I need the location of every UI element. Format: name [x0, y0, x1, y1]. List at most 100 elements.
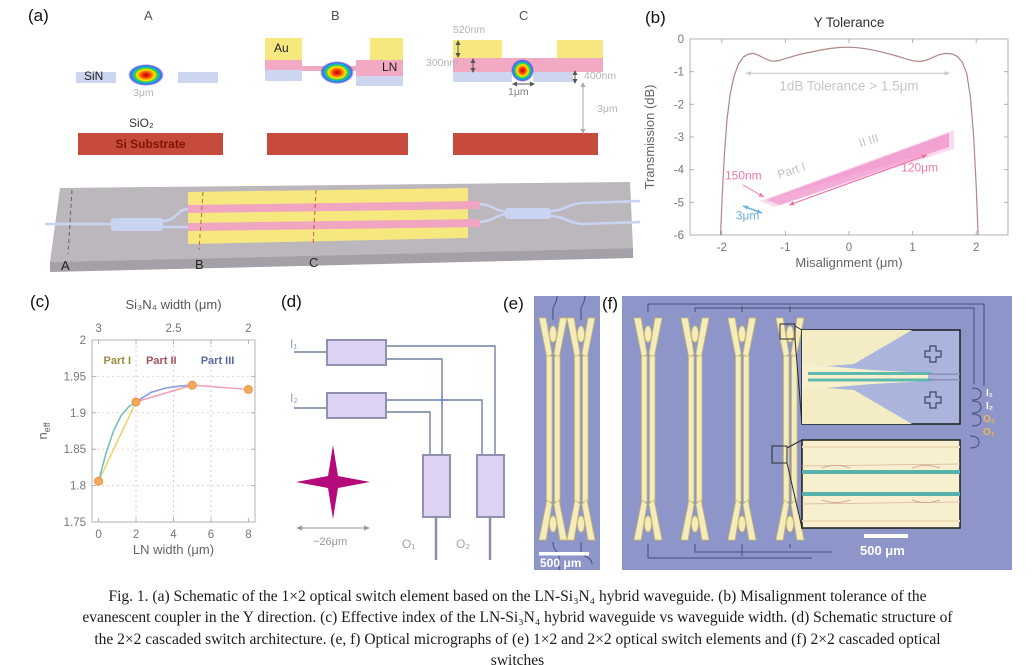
y-tick-label: -4	[674, 165, 685, 177]
panel-a-label: (a)	[28, 6, 49, 25]
cut-line-a	[67, 189, 73, 255]
chart-title: Y Tolerance	[814, 15, 885, 30]
x-tick-label: 2	[973, 242, 979, 254]
y-tick-label: -6	[674, 230, 684, 242]
ln-layer	[265, 60, 302, 70]
ridge-width-dim: 1μm	[508, 86, 529, 98]
cut-label-b: B	[195, 257, 204, 272]
input-mmi	[111, 218, 163, 231]
y-tick-label: 1.9	[70, 408, 86, 420]
inset-annotation: II III	[857, 131, 880, 150]
x-tick-label: -1	[780, 242, 790, 254]
au-electrode	[265, 38, 302, 60]
inset-coupler-closeup	[801, 329, 961, 425]
output-combiner-1	[422, 454, 451, 518]
si-substrate-label: Si Substrate	[115, 137, 186, 151]
mode-width-dim: 3μm	[133, 87, 154, 99]
series-part1-straight	[97, 401, 137, 482]
routing-waveguides	[647, 303, 985, 559]
sin-strip	[76, 72, 116, 83]
top-tick-label: 2.5	[166, 323, 182, 335]
cut-line-c	[312, 189, 317, 247]
data-marker	[131, 397, 141, 407]
optical-mode-icon	[511, 59, 534, 82]
inset-annotation: 3μm	[736, 208, 760, 222]
optical-mode-icon	[320, 61, 354, 84]
tolerance-annotation: 1dB Tolerance > 1.5μm	[779, 79, 918, 94]
x-tick-label: 6	[208, 529, 214, 541]
scale-bar-label: 500 μm	[540, 556, 581, 570]
mzi-switch-2	[326, 392, 387, 419]
figure-caption: Fig. 1. (a) Schematic of the 1×2 optical…	[0, 586, 1035, 665]
panel-f-label: (f)	[602, 294, 619, 313]
au-thickness-dim: 520nm	[453, 24, 486, 36]
caption-line: evanescent coupler in the Y direction. (…	[82, 609, 953, 627]
series-part2-curve	[135, 384, 193, 403]
output-combiner-2	[476, 454, 505, 518]
y-tick-label: 1.85	[64, 444, 86, 456]
series-transmission	[719, 46, 979, 236]
sin-strip	[265, 70, 302, 81]
caption-line: Fig. 1. (a) Schematic of the 1×2 optical…	[108, 588, 927, 605]
inset-annotation: 150nm	[725, 168, 762, 182]
x-tick-label: 0	[95, 529, 101, 541]
y-axis-label: Transmission (dB)	[642, 85, 657, 190]
switch-architecture-schematic: I₁ I₂ O₁ O₂ ~26μm	[290, 337, 505, 560]
ln-strip	[188, 201, 480, 213]
au-label: Au	[274, 41, 289, 55]
x-tick-label: 2	[133, 529, 139, 541]
data-marker	[187, 380, 197, 390]
sio2-label: SiO₂	[129, 116, 154, 130]
y-tick-label: -2	[674, 99, 684, 111]
section-a-label: A	[144, 8, 153, 23]
schematic-wires	[294, 345, 496, 455]
y-tick-label: 0	[678, 34, 684, 46]
waveguide-crossing-marker	[437, 395, 447, 405]
top-axis-label: Si₃N₄ width (μm)	[125, 297, 221, 312]
port-label-i2: I₂	[986, 401, 993, 412]
si-substrate	[453, 133, 598, 155]
inset-annotation: Part I	[776, 159, 808, 181]
panel-d-label: (d)	[281, 292, 302, 311]
y-tick-label: 2	[80, 335, 86, 347]
ln-strip	[188, 219, 480, 231]
x-tick-label: 1	[909, 242, 915, 254]
scale-bar-label: 500 μm	[860, 543, 905, 558]
chip-slab-edge	[50, 248, 633, 272]
routing-waveguides	[552, 296, 593, 570]
inset-waveguide-closeup	[801, 439, 961, 529]
x-axis-label: Misalignment (μm)	[795, 255, 902, 270]
sin-strip	[178, 72, 218, 83]
series-part1-curve	[97, 401, 137, 482]
input-1-label: I₁	[290, 337, 297, 351]
y-tick-label: -3	[674, 132, 684, 144]
neff-chart: 0 2 4 6 8 2 1.95 1.9 1.85 1.8 1.75 3 2.5 2 Si₃N₄ width…	[35, 297, 256, 557]
port-label-i1: I₁	[986, 388, 993, 399]
au-electrode	[557, 40, 603, 58]
taper-inset	[742, 130, 954, 214]
cut-line-b	[198, 191, 204, 251]
si-substrate	[267, 133, 408, 155]
optical-mode-icon	[128, 64, 164, 86]
x-tick-label: 0	[846, 242, 852, 254]
panel-e-label: (e)	[503, 294, 524, 313]
y-axis-label: neff	[35, 422, 52, 440]
y-tick-label: 1.8	[70, 481, 86, 493]
x-axis-label: LN width (μm)	[133, 542, 214, 557]
caption-line: the 2×2 cascaded switch architecture. (e…	[94, 630, 941, 648]
ln-thickness-dim: 300nm	[426, 57, 459, 69]
output-coupler	[505, 208, 551, 219]
y-tick-label: -5	[674, 197, 684, 209]
waveguide-crossing-icon	[296, 445, 370, 519]
y-tolerance-chart: -2 -1 0 1 2 0 -1 -2 -3 -4 -5 -6 Y Tolerance Misalignm…	[642, 15, 1009, 270]
scale-bar	[864, 534, 908, 538]
top-tick-label: 2	[245, 323, 251, 335]
port-label-o1: O₁	[983, 427, 995, 438]
section-c-label: C	[519, 8, 529, 23]
scale-bar	[539, 552, 589, 556]
sin-label: SiN	[84, 69, 104, 83]
data-marker	[94, 476, 104, 486]
caption-line: switches	[490, 652, 545, 665]
crossing-size-dim: ~26μm	[313, 536, 347, 548]
